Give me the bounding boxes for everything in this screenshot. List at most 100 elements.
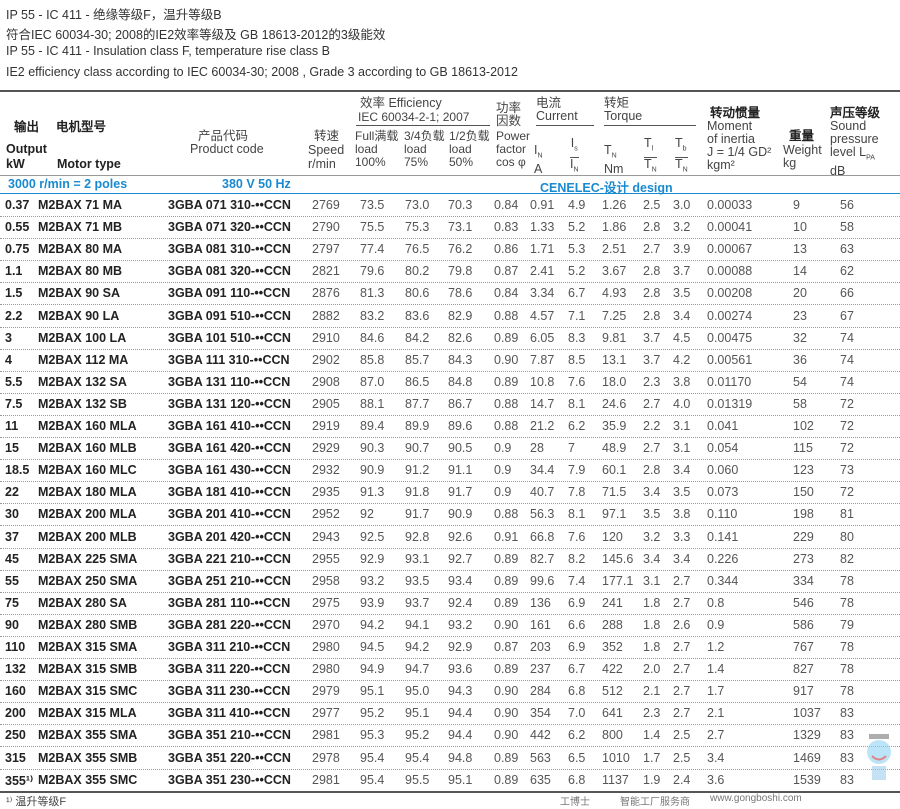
cell-weight: 20 — [793, 286, 807, 301]
cell-power-factor: 0.88 — [494, 419, 519, 433]
cell-speed: 2958 — [312, 573, 340, 588]
cell-eff-100: 79.6 — [360, 264, 385, 279]
cell-weight: 767 — [793, 640, 814, 654]
note-line: IP 55 - IC 411 - 绝缘等级F，温升等级B — [6, 8, 222, 22]
cell-eff-100: 73.5 — [360, 198, 385, 212]
cell-inertia: 0.141 — [707, 529, 739, 544]
cell-eff-100: 95.3 — [360, 728, 385, 743]
table-row: 55 M2BAX 250 SMA 3GBA 251 210-••CCN 2958 93.… — [0, 571, 900, 593]
cell-sound-pressure: 63 — [840, 242, 854, 257]
cell-eff-100: 92.5 — [360, 529, 385, 544]
header-eff50: 1/2负载 load 50% — [449, 129, 490, 169]
cell-sound-pressure: 78 — [840, 684, 854, 699]
cell-inertia: 0.00274 — [707, 308, 753, 323]
cell-torque-tn: 71.5 — [602, 485, 627, 500]
cell-weight: 1469 — [793, 750, 821, 765]
cell-torque-tn: 241 — [602, 595, 623, 610]
cell-torque-tn: 1.86 — [602, 220, 627, 235]
cell-weight: 198 — [793, 507, 814, 522]
table-row: 4 M2BAX 112 MA 3GBA 111 310-••CCN 2902 85.8 8… — [0, 350, 900, 372]
cell-motor-type: M2BAX 71 MB — [38, 220, 123, 235]
cell-product-code: 3GBA 081 320-••CCN — [168, 264, 291, 279]
cell-weight: 10 — [793, 220, 807, 235]
cell-eff-100: 95.2 — [360, 706, 385, 721]
cell-current-in: 136 — [530, 595, 551, 610]
cell-product-code: 3GBA 161 420-••CCN — [168, 441, 291, 456]
cell-speed: 2981 — [312, 772, 340, 787]
cell-torque-tn: 35.9 — [602, 419, 627, 433]
cell-speed: 2943 — [312, 529, 340, 544]
cell-power-factor: 0.87 — [494, 640, 519, 654]
cell-torque-tn: 13.1 — [602, 352, 627, 367]
cell-weight: 58 — [793, 396, 807, 411]
cell-speed: 2797 — [312, 242, 340, 257]
cell-inertia: 0.8 — [707, 595, 725, 610]
cell-inertia: 2.1 — [707, 706, 725, 721]
cell-torque-tn: 1.26 — [602, 198, 627, 212]
mascot-icon — [867, 734, 891, 780]
cell-power-factor: 0.90 — [494, 684, 519, 699]
cell-output-kw: 1.5 — [5, 286, 23, 301]
cell-power-factor: 0.84 — [494, 286, 519, 301]
header-eff100: Full满载 load 100% — [355, 129, 399, 169]
cell-power-factor: 0.88 — [494, 396, 519, 411]
cell-sound-pressure: 78 — [840, 573, 854, 588]
cell-eff-100: 81.3 — [360, 286, 385, 301]
cell-sound-pressure: 62 — [840, 264, 854, 279]
cell-product-code: 3GBA 131 120-••CCN — [168, 396, 291, 411]
cell-motor-type: M2BAX 200 MLB — [38, 529, 137, 544]
cell-eff-75: 87.7 — [405, 396, 430, 411]
cell-product-code: 3GBA 181 410-••CCN — [168, 485, 291, 500]
cell-tl-tn-ratio: 2.1 — [643, 684, 661, 699]
cell-product-code: 3GBA 161 410-••CCN — [168, 419, 291, 433]
cell-current-in: 28 — [530, 441, 544, 456]
cell-is-in-ratio: 7 — [568, 441, 575, 456]
cell-sound-pressure: 72 — [840, 396, 854, 411]
cell-speed: 2975 — [312, 595, 340, 610]
table-row: 200 M2BAX 315 MLA 3GBA 311 410-••CCN 2977 95… — [0, 703, 900, 726]
table-row: 0.75 M2BAX 80 MA 3GBA 081 310-••CCN 2797 77.… — [0, 239, 900, 262]
cell-tb-tn-ratio: 4.0 — [673, 396, 691, 411]
cell-inertia: 0.9 — [707, 617, 725, 632]
table-row: 355¹⁾ M2BAX 355 SMC 3GBA 351 230-••CCN 2981… — [0, 770, 900, 792]
divider — [0, 90, 900, 92]
cell-eff-50: 95.1 — [448, 772, 473, 787]
cell-product-code: 3GBA 221 210-••CCN — [168, 551, 291, 566]
cell-power-factor: 0.88 — [494, 308, 519, 323]
cell-tl-tn-ratio: 2.5 — [643, 198, 661, 212]
cell-product-code: 3GBA 311 230-••CCN — [168, 684, 291, 699]
cell-eff-100: 84.6 — [360, 330, 385, 345]
cell-tl-tn-ratio: 2.7 — [643, 242, 661, 257]
cell-inertia: 0.073 — [707, 485, 739, 500]
cell-power-factor: 0.91 — [494, 529, 519, 544]
cell-speed: 2902 — [312, 352, 340, 367]
cell-torque-tn: 641 — [602, 706, 623, 721]
cell-torque-tn: 2.51 — [602, 242, 627, 257]
cell-is-in-ratio: 5.3 — [568, 242, 586, 257]
cell-eff-75: 94.1 — [405, 617, 430, 632]
cell-output-kw: 37 — [5, 529, 19, 544]
table-row: 0.55 M2BAX 71 MB 3GBA 071 320-••CCN 2790 75.… — [0, 217, 900, 240]
cell-output-kw: 55 — [5, 573, 19, 588]
cell-speed: 2980 — [312, 662, 340, 677]
cell-eff-100: 94.5 — [360, 640, 385, 654]
cell-sound-pressure: 72 — [840, 485, 854, 500]
cell-eff-75: 95.1 — [405, 706, 430, 721]
cell-motor-type: M2BAX 315 SMC — [38, 684, 138, 699]
cell-eff-75: 95.5 — [405, 772, 430, 787]
cell-motor-type: M2BAX 160 MLC — [38, 463, 137, 478]
cell-motor-type: M2BAX 160 MLA — [38, 419, 137, 433]
cell-tl-tn-ratio: 3.4 — [643, 551, 661, 566]
cell-sound-pressure: 74 — [840, 374, 854, 389]
watermark-tagline: 智能工厂服务商 — [620, 797, 690, 808]
cell-current-in: 563 — [530, 750, 551, 765]
cell-eff-75: 91.7 — [405, 507, 430, 522]
cell-eff-50: 78.6 — [448, 286, 473, 301]
cell-is-in-ratio: 6.8 — [568, 684, 586, 699]
cell-eff-75: 83.6 — [405, 308, 430, 323]
cell-sound-pressure: 72 — [840, 441, 854, 456]
cell-power-factor: 0.89 — [494, 772, 519, 787]
table-row: 18.5 M2BAX 160 MLC 3GBA 161 430-••CCN 2932 9… — [0, 460, 900, 483]
cell-tl-tn-ratio: 3.7 — [643, 330, 661, 345]
cell-tl-tn-ratio: 1.9 — [643, 772, 661, 787]
